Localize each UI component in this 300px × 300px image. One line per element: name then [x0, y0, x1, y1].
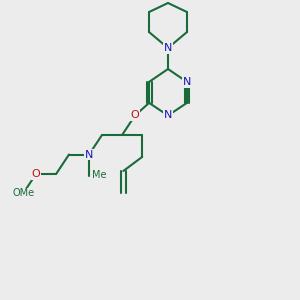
Text: N: N: [183, 77, 191, 87]
Text: OMe: OMe: [12, 188, 34, 199]
Text: N: N: [164, 110, 172, 121]
Text: O: O: [130, 110, 140, 121]
Text: O: O: [32, 169, 40, 179]
Text: N: N: [85, 149, 93, 160]
Text: N: N: [164, 43, 172, 53]
Text: Me: Me: [92, 170, 106, 181]
